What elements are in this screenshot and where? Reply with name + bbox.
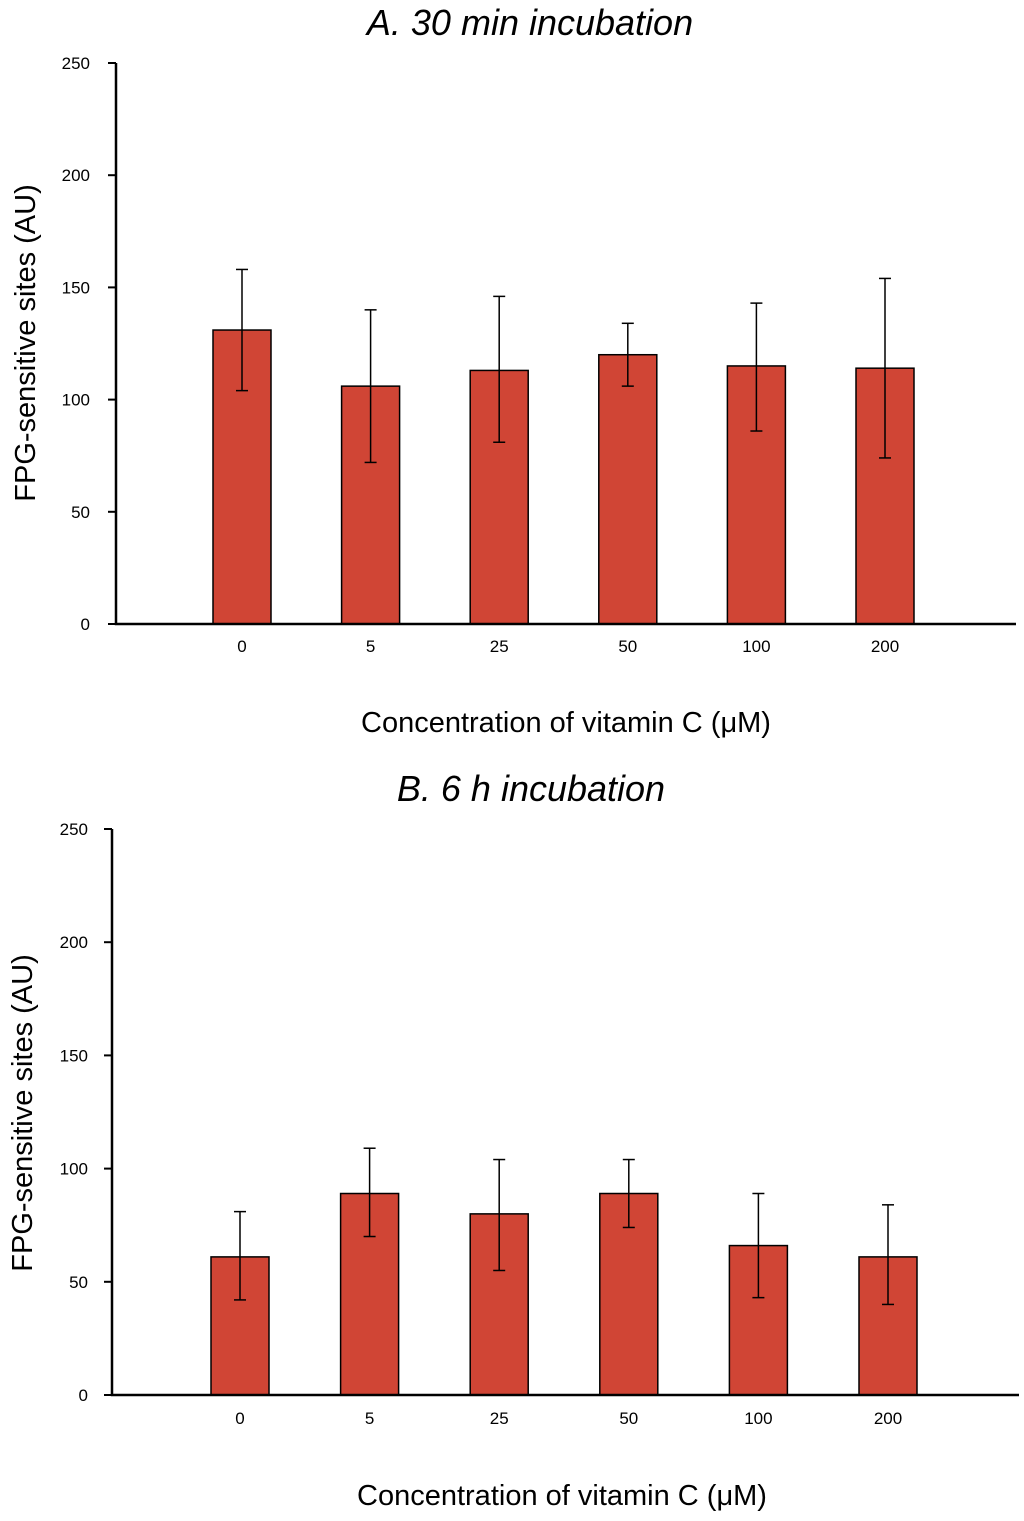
error-bar — [363, 1147, 376, 1238]
y-axis-label: FPG-sensitive sites (AU) — [7, 954, 39, 1271]
y-tick-label: 150 — [60, 1046, 88, 1065]
chart-panel-a: A. 30 min incubation FPG-sensitive sites… — [10, 2, 1016, 739]
y-axis-ticks: 0 50 100 150 200 250 — [60, 820, 112, 1405]
y-tick-label: 250 — [60, 820, 88, 839]
error-bar — [364, 309, 377, 464]
error-bar — [621, 322, 634, 387]
error-bars — [234, 1147, 894, 1306]
x-tick-label: 0 — [237, 637, 246, 656]
x-tick-label: 5 — [366, 637, 375, 656]
error-bar — [622, 1158, 635, 1229]
x-tick-label: 25 — [490, 1409, 509, 1428]
x-axis-label: Concentration of vitamin C (μM) — [357, 1480, 767, 1512]
x-tick-label: 25 — [490, 637, 509, 656]
y-axis-ticks: 0 50 100 150 200 250 — [62, 54, 116, 634]
y-tick-label: 200 — [60, 933, 88, 952]
error-bar — [493, 1158, 506, 1272]
error-bars — [236, 268, 891, 464]
x-axis-label: Concentration of vitamin C (μM) — [361, 707, 771, 739]
y-tick-label: 200 — [62, 166, 90, 185]
y-tick-label: 250 — [62, 54, 90, 73]
x-tick-label: 200 — [871, 637, 899, 656]
y-tick-label: 100 — [60, 1160, 88, 1179]
y-tick-label: 100 — [62, 391, 90, 410]
chart-title: B. 6 h incubation — [397, 768, 665, 809]
x-tick-label: 100 — [742, 637, 770, 656]
error-bar — [750, 302, 763, 432]
bars — [210, 1192, 918, 1396]
chart-title: A. 30 min incubation — [365, 2, 693, 43]
bars — [212, 329, 915, 625]
error-bar — [234, 1210, 246, 1301]
error-bar — [236, 268, 248, 392]
x-tick-label: 5 — [365, 1409, 374, 1428]
x-tick-label: 50 — [618, 637, 637, 656]
error-bar — [752, 1192, 765, 1299]
y-tick-label: 150 — [62, 278, 90, 297]
error-bar — [879, 277, 891, 459]
y-tick-label: 50 — [69, 1273, 88, 1292]
error-bar — [493, 295, 506, 443]
y-tick-label: 0 — [79, 1386, 88, 1405]
x-axis-ticks: 0 5 25 50 100 200 — [235, 1409, 902, 1428]
x-tick-label: 50 — [619, 1409, 638, 1428]
y-axis-label: FPG-sensitive sites (AU) — [10, 184, 42, 501]
x-tick-label: 200 — [874, 1409, 902, 1428]
y-tick-label: 50 — [71, 503, 90, 522]
y-tick-label: 0 — [81, 615, 90, 634]
error-bar — [882, 1204, 894, 1306]
bar — [598, 353, 658, 625]
x-tick-label: 0 — [235, 1409, 244, 1428]
x-axis-ticks: 0 5 25 50 100 200 — [237, 637, 899, 656]
chart-panel-b: B. 6 h incubation FPG-sensitive sites (A… — [7, 768, 1019, 1512]
x-tick-label: 100 — [744, 1409, 772, 1428]
